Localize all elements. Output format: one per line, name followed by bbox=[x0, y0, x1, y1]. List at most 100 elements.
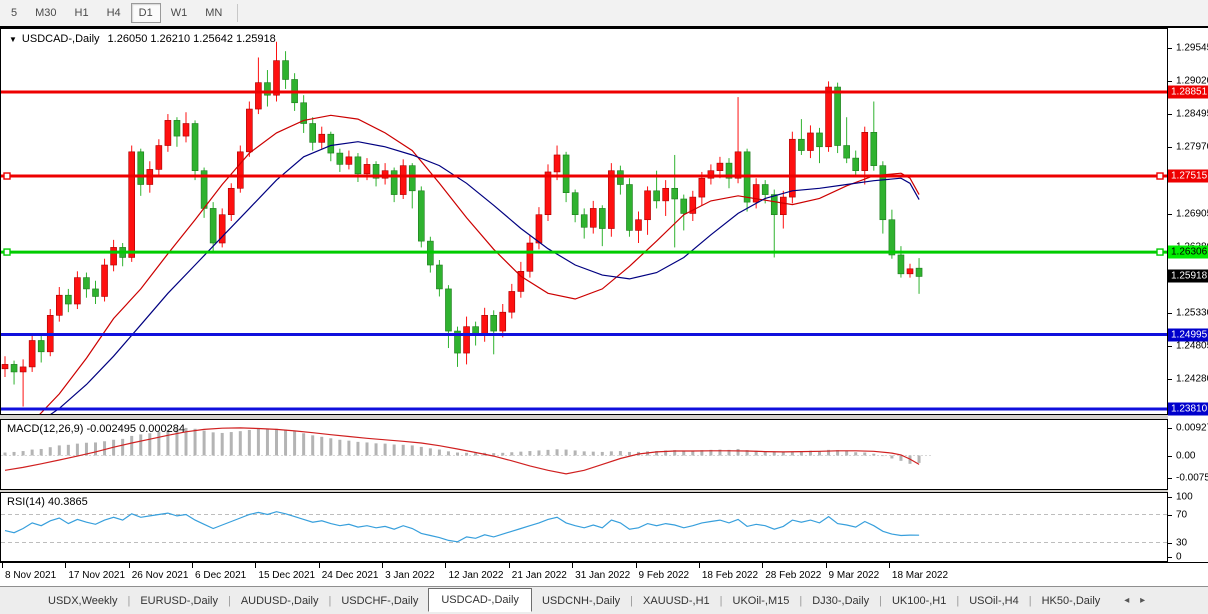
timeframe-toolbar: 5 M30 H1 H4 D1 W1 MN bbox=[0, 0, 1208, 26]
macd-indicator-pane[interactable]: MACD(12,26,9) -0.002495 0.000284 bbox=[0, 419, 1168, 490]
candle-bear bbox=[354, 156, 362, 175]
time-tick bbox=[635, 563, 637, 568]
chart-tab-usdx-weekly[interactable]: USDX,Weekly bbox=[48, 594, 118, 607]
candle-bull bbox=[74, 277, 81, 305]
line-handle[interactable] bbox=[3, 172, 11, 180]
chart-tab-xauusd-h1[interactable]: XAUUSD-,H1 bbox=[643, 594, 710, 607]
chart-tab-usoil-h4[interactable]: USOil-,H4 bbox=[969, 594, 1019, 607]
time-axis[interactable]: 8 Nov 2021 17 Nov 2021 26 Nov 2021 6 Dec 20… bbox=[0, 562, 1208, 586]
time-tick bbox=[572, 563, 574, 568]
candle-bear bbox=[915, 267, 923, 277]
candle-bear bbox=[137, 151, 145, 185]
date-label: 8 Nov 2021 bbox=[5, 570, 57, 581]
candle-bear bbox=[390, 170, 398, 195]
candle-bear bbox=[37, 340, 45, 353]
axis-tick bbox=[1168, 81, 1172, 83]
candle-bear bbox=[761, 184, 769, 195]
price-level-badge: 1.25918 bbox=[1168, 269, 1208, 283]
candle-bull bbox=[734, 151, 742, 179]
macd-chart[interactable] bbox=[1, 420, 1167, 489]
axis-tick bbox=[1168, 497, 1172, 498]
pane-separator[interactable] bbox=[0, 415, 1168, 419]
time-tick bbox=[445, 563, 447, 568]
tab-separator: | bbox=[630, 594, 634, 607]
timeframe-button-w1[interactable]: W1 bbox=[170, 7, 188, 19]
timeframe-button-h1[interactable]: H1 bbox=[74, 7, 89, 19]
timeframe-button-m30[interactable]: M30 bbox=[35, 7, 57, 19]
rsi-indicator-pane[interactable]: RSI(14) 40.3865 bbox=[0, 492, 1168, 562]
chart-tab-audusd-daily[interactable]: AUDUSD-,Daily bbox=[240, 594, 319, 607]
chart-tab-eurusd-daily[interactable]: EURUSD-,Daily bbox=[140, 594, 218, 607]
macd-label: MACD(12,26,9) -0.002495 0.000284 bbox=[7, 423, 185, 435]
price-axis[interactable]: 1.295451.290201.284951.279701.274451.269… bbox=[1168, 28, 1208, 563]
candle-bear bbox=[209, 208, 217, 244]
date-label: 28 Feb 2022 bbox=[765, 570, 822, 581]
candle-bull bbox=[273, 60, 280, 96]
candle-bear bbox=[300, 102, 307, 124]
line-handle[interactable] bbox=[3, 248, 11, 256]
candle-bull bbox=[544, 171, 552, 216]
price-level-badge: 1.27515 bbox=[1168, 169, 1208, 183]
candlestick-chart[interactable] bbox=[1, 29, 1167, 414]
chart-tab-dj30-daily[interactable]: DJ30-,Daily bbox=[812, 594, 870, 607]
timeframe-button-5[interactable]: 5 bbox=[11, 7, 18, 19]
candle-bull bbox=[861, 132, 869, 171]
candle-bear bbox=[834, 86, 841, 146]
candle-bull bbox=[517, 271, 525, 292]
date-label: 9 Mar 2022 bbox=[828, 570, 880, 581]
candle-bull bbox=[662, 187, 669, 202]
rsi-chart[interactable] bbox=[1, 493, 1167, 561]
tab-separator: | bbox=[328, 594, 332, 607]
price-chart-pane[interactable]: ▼ USDCAD-,Daily 1.26050 1.26210 1.25642 … bbox=[0, 28, 1168, 415]
axis-tick bbox=[1168, 214, 1172, 216]
tab-scroll-arrows[interactable]: ◂ ▸ bbox=[1124, 595, 1150, 606]
tab-separator: | bbox=[127, 594, 131, 607]
date-label: 26 Nov 2021 bbox=[131, 570, 189, 581]
timeframe-button-h4[interactable]: H4 bbox=[106, 7, 121, 19]
rsi-axis-label: 0 bbox=[1176, 551, 1182, 563]
toolbar-separator bbox=[237, 4, 239, 22]
date-label: 24 Dec 2021 bbox=[321, 570, 379, 581]
line-handle[interactable] bbox=[1156, 172, 1164, 180]
price-axis-label: 1.24805 bbox=[1176, 340, 1208, 352]
rsi-line bbox=[4, 511, 920, 543]
candle-bull bbox=[707, 170, 715, 179]
chart-tab-usdcnh-daily[interactable]: USDCNH-,Daily bbox=[541, 594, 621, 607]
timeframe-button-d1[interactable]: D1 bbox=[130, 3, 161, 23]
tab-separator: | bbox=[227, 594, 231, 607]
time-tick bbox=[888, 563, 890, 568]
chart-tab-usdcad-daily[interactable]: USDCAD-,Daily bbox=[428, 587, 532, 612]
pane-separator[interactable] bbox=[0, 490, 1168, 492]
date-label: 3 Jan 2022 bbox=[385, 570, 435, 581]
candle-bull bbox=[55, 294, 63, 316]
candle-bear bbox=[725, 162, 733, 179]
axis-tick bbox=[1168, 114, 1172, 116]
candle-bear bbox=[336, 152, 344, 165]
chart-tab-usdchf-daily[interactable]: USDCHF-,Daily bbox=[341, 594, 419, 607]
time-tick bbox=[65, 563, 67, 568]
candle-bull bbox=[227, 187, 235, 216]
symbol-dropdown-icon[interactable]: ▼ bbox=[9, 34, 17, 44]
candle-bull bbox=[1, 364, 9, 370]
candle-bear bbox=[445, 288, 452, 332]
candle-bull bbox=[499, 311, 507, 332]
candle-bull bbox=[255, 82, 262, 110]
time-tick bbox=[318, 563, 320, 568]
time-tick bbox=[698, 563, 700, 568]
axis-tick bbox=[1168, 379, 1172, 381]
candle-bear bbox=[770, 194, 778, 216]
candle-bear bbox=[626, 184, 633, 231]
timeframe-button-mn[interactable]: MN bbox=[205, 7, 223, 19]
candle-bear bbox=[879, 165, 887, 221]
axis-tick bbox=[1168, 557, 1172, 558]
candle-bear bbox=[372, 164, 380, 179]
candle-bull bbox=[399, 165, 407, 195]
chart-tab-ukoil-m15[interactable]: UKOil-,M15 bbox=[732, 594, 790, 607]
line-handle[interactable] bbox=[1156, 248, 1164, 256]
macd-axis-label: 0.009278 bbox=[1176, 422, 1208, 434]
chart-tab-hk50-daily[interactable]: HK50-,Daily bbox=[1041, 594, 1101, 607]
candle-bull bbox=[644, 190, 651, 221]
chart-tab-uk100-h1[interactable]: UK100-,H1 bbox=[891, 594, 947, 607]
